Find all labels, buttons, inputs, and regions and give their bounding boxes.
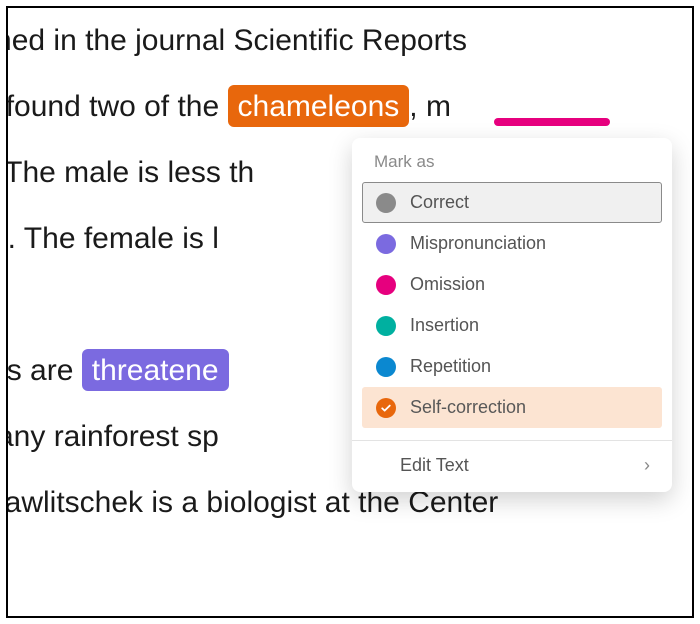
- menu-item-label: Omission: [410, 274, 485, 295]
- dot-icon: [376, 316, 396, 336]
- text-fragment: ng.: [6, 288, 10, 321]
- highlighted-word-threatened[interactable]: threatene: [82, 349, 229, 391]
- menu-item-label: Repetition: [410, 356, 491, 377]
- menu-item-correct[interactable]: Correct: [362, 182, 662, 223]
- text-fragment: , m: [409, 90, 451, 123]
- menu-item-repetition[interactable]: Repetition: [362, 346, 662, 387]
- mark-as-menu: Mark as Correct Mispronunciation Omissio…: [352, 138, 672, 492]
- menu-item-label: Insertion: [410, 315, 479, 336]
- menu-item-mispronunciation[interactable]: Mispronunciation: [362, 223, 662, 264]
- dot-icon: [376, 234, 396, 254]
- text-fragment: . The male is less th: [6, 156, 254, 189]
- menu-item-label: Mispronunciation: [410, 233, 546, 254]
- edit-text-button[interactable]: Edit Text ›: [352, 441, 672, 492]
- checkmark-icon: [376, 398, 396, 418]
- text-fragment: leons are: [6, 354, 82, 387]
- dot-icon: [376, 275, 396, 295]
- menu-title: Mark as: [352, 150, 672, 182]
- text-fragment: blished in the journal Scientific Report…: [6, 24, 467, 57]
- menu-item-omission[interactable]: Omission: [362, 264, 662, 305]
- highlighted-word-chameleons[interactable]: chameleons: [228, 85, 410, 127]
- menu-item-label: Correct: [410, 192, 469, 213]
- dot-icon: [376, 193, 396, 213]
- dot-icon: [376, 357, 396, 377]
- menu-item-label: Self-correction: [410, 397, 526, 418]
- menu-items: Correct Mispronunciation Omission Insert…: [352, 182, 672, 434]
- chevron-right-icon: ›: [644, 455, 650, 476]
- menu-item-self-correction[interactable]: Self-correction: [362, 387, 662, 428]
- text-fragment: chers found two of the: [6, 90, 228, 123]
- text-fragment: rtip. The female is l: [6, 222, 219, 255]
- edit-text-label: Edit Text: [400, 455, 469, 476]
- text-fragment: many rainforest sp: [6, 420, 219, 453]
- menu-item-insertion[interactable]: Insertion: [362, 305, 662, 346]
